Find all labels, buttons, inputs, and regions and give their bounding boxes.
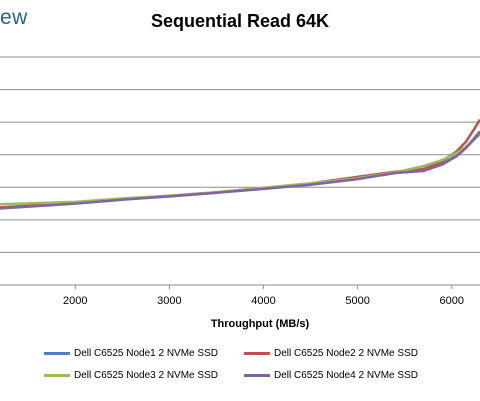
series-line-3	[0, 133, 480, 206]
legend-swatch-2	[244, 352, 270, 355]
x-tick-label-0: 2000	[63, 295, 87, 307]
legend-label-2: Dell C6525 Node2 2 NVMe SSD	[274, 348, 418, 359]
x-tick-label-3: 5000	[345, 295, 369, 307]
legend-label-4: Dell C6525 Node4 2 NVMe SSD	[274, 370, 418, 381]
series-line-2	[0, 118, 480, 209]
legend-item-1: Dell C6525 Node1 2 NVMe SSD	[44, 348, 218, 359]
legend-item-3: Dell C6525 Node3 2 NVMe SSD	[44, 370, 218, 381]
legend: Dell C6525 Node1 2 NVMe SSD Dell C6525 No…	[0, 348, 480, 392]
legend-item-4: Dell C6525 Node4 2 NVMe SSD	[244, 370, 418, 381]
x-tick-labels: 2000 3000 4000 5000 6000	[63, 285, 464, 307]
legend-item-2: Dell C6525 Node2 2 NVMe SSD	[244, 348, 418, 359]
gridlines	[0, 56, 480, 286]
x-tick-label-2: 4000	[251, 295, 275, 307]
x-axis-label: Throughput (MB/s)	[211, 318, 310, 330]
legend-swatch-3	[44, 374, 70, 377]
legend-label-3: Dell C6525 Node3 2 NVMe SSD	[74, 370, 218, 381]
legend-swatch-1	[44, 352, 70, 355]
legend-swatch-4	[244, 374, 270, 377]
x-tick-label-4: 6000	[440, 295, 464, 307]
chart-title: Sequential Read 64K	[150, 11, 330, 31]
legend-label-1: Dell C6525 Node1 2 NVMe SSD	[74, 348, 218, 359]
series-lines	[0, 118, 480, 210]
series-line-4	[0, 131, 480, 210]
x-tick-label-1: 3000	[157, 295, 181, 307]
brand-fragment: ew	[0, 6, 28, 29]
